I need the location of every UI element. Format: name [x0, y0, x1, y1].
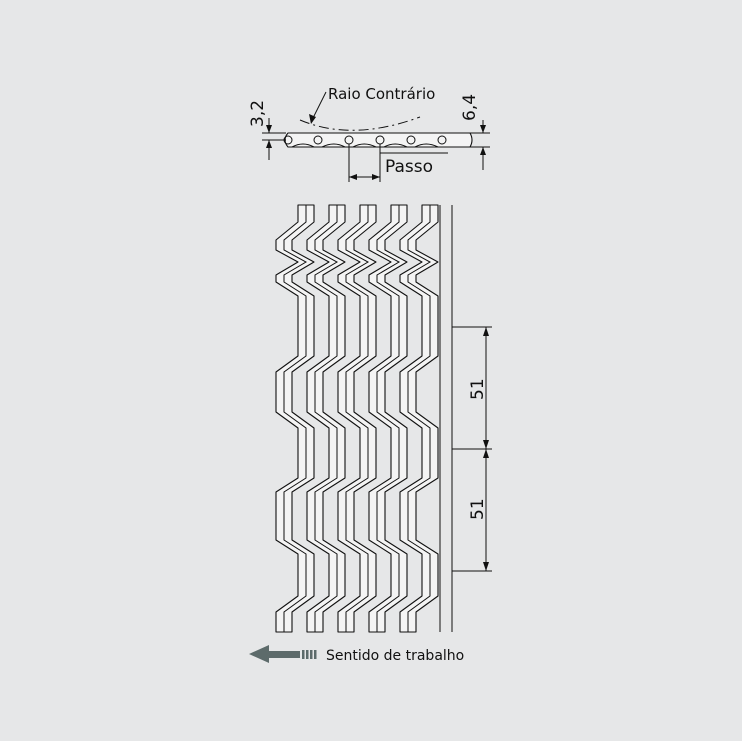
dim-6-4-label: 6,4: [460, 94, 480, 121]
arrow-tick-2: [306, 650, 309, 659]
belt-link-edge-1: [283, 205, 308, 632]
pitch-arrow-left: [349, 174, 357, 180]
arrow-tick-4: [314, 650, 317, 659]
left-arrow-icon: [249, 645, 300, 663]
dim-3-2-arrow-top: [266, 125, 272, 133]
reverse-radius-label: Raio Contrário: [328, 85, 435, 103]
arrow-tick-1: [302, 650, 305, 659]
belt-link-edge-4: [376, 205, 401, 632]
side-view: Raio Contrário 3,2 6,4 Passo: [248, 85, 490, 182]
reverse-radius-arc: [299, 116, 421, 131]
belt-link-edge-2: [314, 205, 339, 632]
belt-link-edge-3: [345, 205, 370, 632]
belt-link-4: [368, 204, 408, 633]
belt-link-1: [275, 204, 315, 633]
dim-3-2-arrow-bottom: [266, 140, 272, 148]
dim51-arrow-1: [483, 327, 489, 336]
belt-link-2: [306, 204, 346, 633]
top-view: [275, 204, 453, 633]
belt-link-5: [399, 204, 439, 633]
side-scallops: [291, 143, 439, 148]
dim51-label-1: 51: [468, 378, 488, 400]
arrow-tick-3: [310, 650, 313, 659]
reverse-radius-leader-arrow: [309, 114, 316, 124]
direction-indicator: Sentido de trabalho: [249, 645, 464, 664]
pitch-dimensions: 51 51: [452, 326, 492, 572]
belt-link-edge-5: [407, 205, 432, 632]
belt-right-edge: [439, 205, 453, 632]
dim51-arrow-3: [483, 449, 489, 458]
pitch-label: Passo: [385, 157, 433, 177]
dim-6-4-arrow-bottom: [480, 147, 486, 155]
dim51-arrow-2: [483, 440, 489, 449]
direction-label: Sentido de trabalho: [326, 648, 464, 664]
pitch-arrow-right: [372, 174, 380, 180]
side-profile: [284, 132, 473, 148]
dim-6-4-arrow-top: [480, 125, 486, 133]
belt-link-3: [337, 204, 377, 633]
dim51-label-2: 51: [468, 498, 488, 520]
dim51-arrow-4: [483, 562, 489, 571]
dim-3-2-label: 3,2: [248, 100, 268, 127]
